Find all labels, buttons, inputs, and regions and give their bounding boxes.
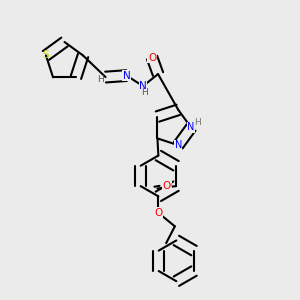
Text: H: H <box>194 118 201 127</box>
Text: H: H <box>141 88 148 97</box>
Text: N: N <box>139 81 147 91</box>
Text: N: N <box>188 122 195 133</box>
Text: S: S <box>43 50 49 61</box>
Text: N: N <box>175 140 182 150</box>
Text: O: O <box>148 52 156 63</box>
Text: O: O <box>164 181 172 191</box>
Text: H: H <box>97 75 104 84</box>
Text: N: N <box>123 70 130 81</box>
Text: O: O <box>162 181 170 190</box>
Text: O: O <box>154 208 163 218</box>
